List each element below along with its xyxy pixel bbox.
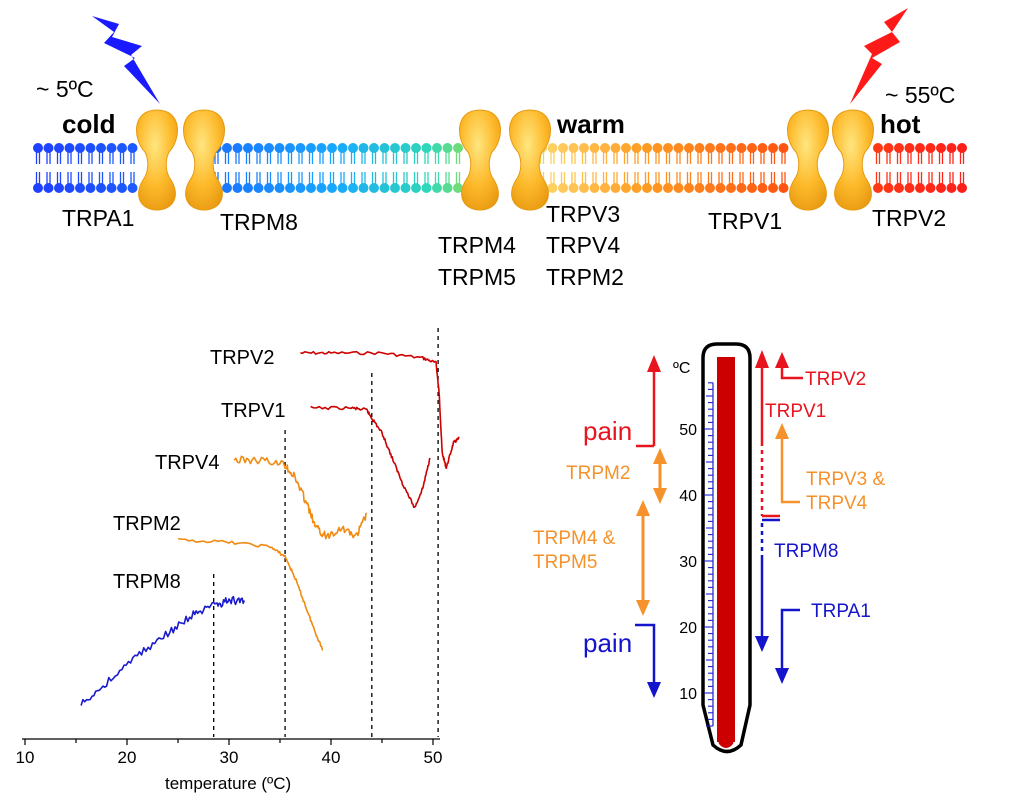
x-axis-label: temperature (ºC) bbox=[165, 774, 291, 793]
x-tick-label: 40 bbox=[322, 748, 341, 767]
membrane-panel: ~ 5ºC ~ 55ºC cold warm hot TRPA1 TRPM8 T… bbox=[33, 8, 967, 290]
hot-temp-label: ~ 55ºC bbox=[885, 82, 955, 108]
series-label-trpm2: TRPM2 bbox=[113, 513, 181, 535]
trpm8-label: TRPM8 bbox=[774, 541, 838, 562]
x-tick-label: 20 bbox=[118, 748, 137, 767]
trpv1-label: TRPV1 bbox=[765, 401, 826, 422]
thermometer-tick-label: 50 bbox=[679, 422, 697, 439]
thermometer-tick-label: 30 bbox=[679, 554, 697, 571]
series-label-trpm8: TRPM8 bbox=[113, 571, 181, 593]
trpv2-range bbox=[780, 368, 803, 380]
ion-channels bbox=[136, 109, 874, 211]
chart-series: TRPV2 TRPV1 TRPV4 TRPM2 TRPM8 bbox=[80, 347, 460, 706]
hot-pain-indicator bbox=[636, 368, 656, 448]
trpm4-down-arrow-icon bbox=[636, 600, 650, 616]
x-tick-label: 30 bbox=[220, 748, 239, 767]
trpa1-range bbox=[780, 608, 800, 670]
thermometer-mercury bbox=[717, 357, 735, 742]
channel-trpm8 bbox=[183, 109, 225, 211]
series-line-trpv2 bbox=[300, 350, 460, 470]
series-line-trpm2 bbox=[177, 537, 324, 651]
threshold-lines bbox=[213, 328, 439, 737]
trpm4-trpm5-label-1: TRPM4 & bbox=[533, 528, 616, 549]
warm-label: warm bbox=[556, 109, 625, 139]
channel-label-trpm4: TRPM4 bbox=[438, 232, 516, 258]
trpv3-arrow-icon bbox=[775, 423, 789, 439]
trpm8-range bbox=[760, 518, 780, 636]
channel-label-trpa1: TRPA1 bbox=[62, 205, 134, 231]
trpm2-down-arrow-icon bbox=[653, 488, 667, 504]
thermometer-tick-label: 20 bbox=[679, 620, 697, 637]
channel-trpv1 bbox=[787, 109, 829, 211]
hot-lightning-icon bbox=[850, 8, 908, 104]
trpm4-up-arrow-icon bbox=[636, 500, 650, 516]
channel-trpv2 bbox=[832, 109, 874, 211]
activation-chart: TRPV2 TRPV1 TRPV4 TRPM2 TRPM8 10 20 30 40 50 tem… bbox=[16, 328, 460, 793]
series-label-trpv4: TRPV4 bbox=[155, 452, 219, 474]
trpm2-label: TRPM2 bbox=[566, 463, 630, 484]
channel-label-trpm5: TRPM5 bbox=[438, 264, 516, 290]
trpv2-arrow-icon bbox=[775, 352, 789, 368]
trpm2-up-arrow-icon bbox=[653, 448, 667, 464]
thermometer-panel: 10 20 30 40 50 ºC pain TRPM2 TRPM4 & TRPM5 p… bbox=[533, 342, 886, 754]
hot-pain-arrow-icon bbox=[647, 355, 661, 372]
trpa1-label: TRPA1 bbox=[811, 601, 871, 622]
channel-trpv3 bbox=[509, 109, 551, 211]
cold-temp-label: ~ 5ºC bbox=[36, 76, 94, 102]
cold-pain-indicator bbox=[635, 623, 656, 684]
series-line-trpm8 bbox=[80, 595, 246, 706]
trpa1-arrow-icon bbox=[775, 668, 789, 684]
trpv3-trpv4-label-1: TRPV3 & bbox=[806, 469, 886, 490]
x-tick-label: 10 bbox=[16, 748, 35, 767]
trpv1-range bbox=[760, 366, 780, 518]
thermometer-scale: 10 20 30 40 50 bbox=[679, 382, 714, 727]
channel-label-trpm2: TRPM2 bbox=[546, 264, 624, 290]
channel-label-trpv2: TRPV2 bbox=[872, 205, 946, 231]
trpv3-trpv4-range bbox=[780, 435, 800, 504]
series-label-trpv2: TRPV2 bbox=[210, 347, 274, 369]
channel-label-trpm8: TRPM8 bbox=[220, 209, 298, 235]
series-label-trpv1: TRPV1 bbox=[221, 400, 285, 422]
cold-lightning-icon bbox=[92, 16, 160, 104]
series-line-trpv4 bbox=[233, 455, 368, 540]
cold-pain-arrow-icon bbox=[647, 682, 661, 698]
trpv3-trpv4-label-2: TRPV4 bbox=[806, 493, 868, 514]
series-line-trpv1 bbox=[310, 405, 431, 509]
channel-trpa1 bbox=[136, 109, 178, 211]
thermometer-tick-label: 40 bbox=[679, 488, 697, 505]
channel-label-trpv1: TRPV1 bbox=[708, 208, 782, 234]
channel-trpm4 bbox=[459, 109, 501, 211]
thermometer-tick-label: 10 bbox=[679, 686, 697, 703]
hot-pain-label: pain bbox=[583, 416, 632, 446]
x-axis: 10 20 30 40 50 bbox=[16, 738, 443, 767]
trpm4-trpm5-label-2: TRPM5 bbox=[533, 552, 597, 573]
thermometer-bulb bbox=[717, 735, 735, 748]
trpv1-arrow-icon bbox=[755, 350, 769, 368]
channel-label-trpv4: TRPV4 bbox=[546, 232, 620, 258]
x-tick-label: 50 bbox=[424, 748, 443, 767]
cold-pain-label: pain bbox=[583, 628, 632, 658]
cold-label: cold bbox=[62, 109, 115, 139]
hot-label: hot bbox=[880, 109, 921, 139]
trpv2-label: TRPV2 bbox=[805, 369, 866, 390]
thermometer-unit: ºC bbox=[673, 360, 690, 377]
trpm8-arrow-icon bbox=[755, 636, 769, 652]
channel-label-trpv3: TRPV3 bbox=[546, 201, 620, 227]
